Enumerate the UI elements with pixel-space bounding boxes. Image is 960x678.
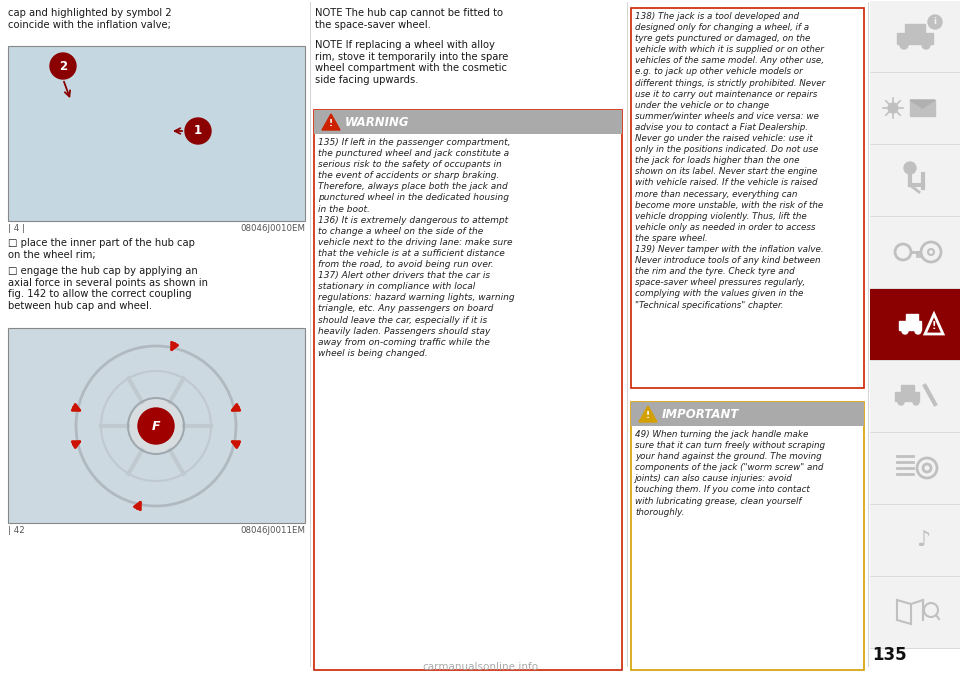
Circle shape <box>922 41 930 49</box>
Text: carmanualsonline.info: carmanualsonline.info <box>422 662 538 672</box>
Bar <box>899 321 921 330</box>
Text: 2: 2 <box>59 60 67 73</box>
Text: WARNING: WARNING <box>345 115 410 129</box>
Text: | 4 |: | 4 | <box>8 224 25 233</box>
Circle shape <box>915 328 921 334</box>
Text: 135) If left in the passenger compartment,
the punctured wheel and jack constitu: 135) If left in the passenger compartmen… <box>318 138 515 358</box>
Circle shape <box>902 328 908 334</box>
Text: 135: 135 <box>872 646 906 664</box>
Text: F: F <box>152 420 160 433</box>
Bar <box>314 110 622 670</box>
Text: !: ! <box>932 321 936 331</box>
Polygon shape <box>639 406 657 422</box>
Text: NOTE If replacing a wheel with alloy
rim, stove it temporarily into the spare
wh: NOTE If replacing a wheel with alloy rim… <box>315 40 509 85</box>
Circle shape <box>138 408 174 444</box>
Bar <box>870 73 960 144</box>
Bar <box>870 217 960 288</box>
Text: ♪: ♪ <box>916 530 930 550</box>
Circle shape <box>185 118 211 144</box>
Circle shape <box>928 15 942 29</box>
Circle shape <box>898 399 904 405</box>
Text: i: i <box>933 18 937 26</box>
Bar <box>870 1 960 72</box>
Text: 49) When turning the jack handle make
sure that it can turn freely without scrap: 49) When turning the jack handle make su… <box>635 430 825 517</box>
Text: 08046J0011EM: 08046J0011EM <box>240 526 305 535</box>
Bar <box>870 361 960 432</box>
Text: 08046J0010EM: 08046J0010EM <box>240 224 305 233</box>
Bar <box>897 33 933 44</box>
Text: □ place the inner part of the hub cap
on the wheel rim;: □ place the inner part of the hub cap on… <box>8 238 195 260</box>
Polygon shape <box>322 114 340 130</box>
Circle shape <box>913 399 919 405</box>
Circle shape <box>128 398 184 454</box>
Bar <box>901 385 914 392</box>
Circle shape <box>888 103 898 113</box>
Text: NOTE The hub cap cannot be fitted to
the space-saver wheel.: NOTE The hub cap cannot be fitted to the… <box>315 8 503 30</box>
Text: IMPORTANT: IMPORTANT <box>662 407 739 420</box>
Bar <box>870 505 960 576</box>
Circle shape <box>900 41 908 49</box>
Bar <box>870 433 960 504</box>
Bar <box>631 8 864 388</box>
Text: !: ! <box>329 119 333 127</box>
Bar <box>870 145 960 216</box>
Bar <box>631 402 864 426</box>
Text: | 42: | 42 <box>8 526 25 535</box>
Circle shape <box>50 53 76 79</box>
Bar <box>314 110 622 134</box>
Bar <box>631 402 864 670</box>
Bar <box>870 289 960 360</box>
Text: 1: 1 <box>194 125 202 138</box>
Bar <box>905 24 925 33</box>
Bar <box>870 577 960 648</box>
Text: 138) The jack is a tool developed and
designed only for changing a wheel, if a
t: 138) The jack is a tool developed and de… <box>635 12 826 310</box>
Bar <box>895 392 919 401</box>
Text: !: ! <box>646 410 650 420</box>
Bar <box>8 46 305 221</box>
Text: □ engage the hub cap by applying an
axial force in several points as shown in
fi: □ engage the hub cap by applying an axia… <box>8 266 208 311</box>
Circle shape <box>904 162 916 174</box>
Bar <box>906 314 918 321</box>
Bar <box>8 328 305 523</box>
Text: cap and highlighted by symbol 2
coincide with the inflation valve;: cap and highlighted by symbol 2 coincide… <box>8 8 172 30</box>
Bar <box>910 100 935 116</box>
Polygon shape <box>910 100 935 108</box>
